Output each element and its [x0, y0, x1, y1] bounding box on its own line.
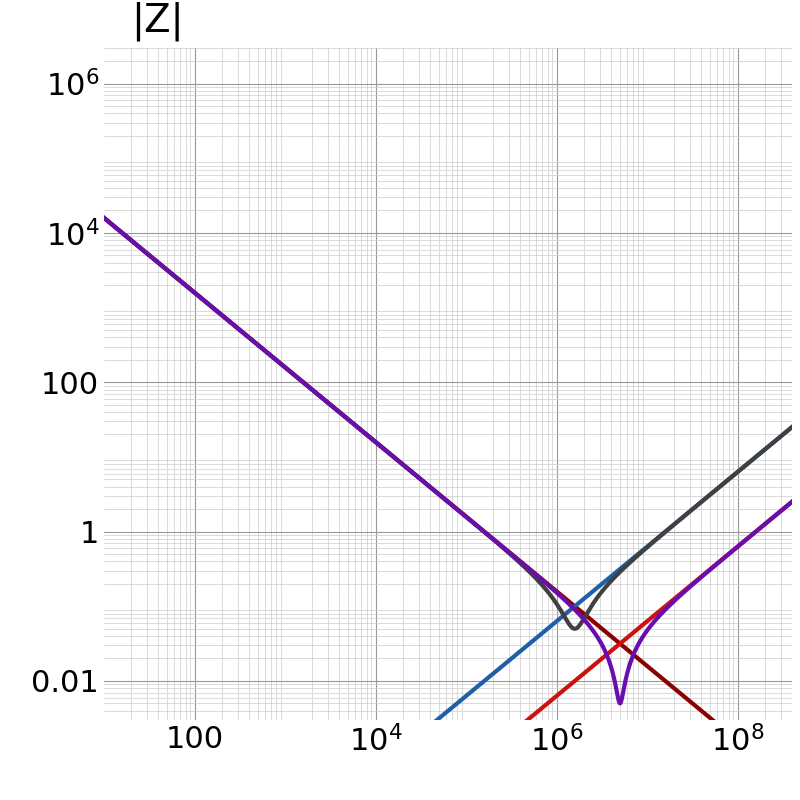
- Text: f: f: [799, 748, 800, 786]
- Text: |Z|: |Z|: [131, 2, 184, 42]
